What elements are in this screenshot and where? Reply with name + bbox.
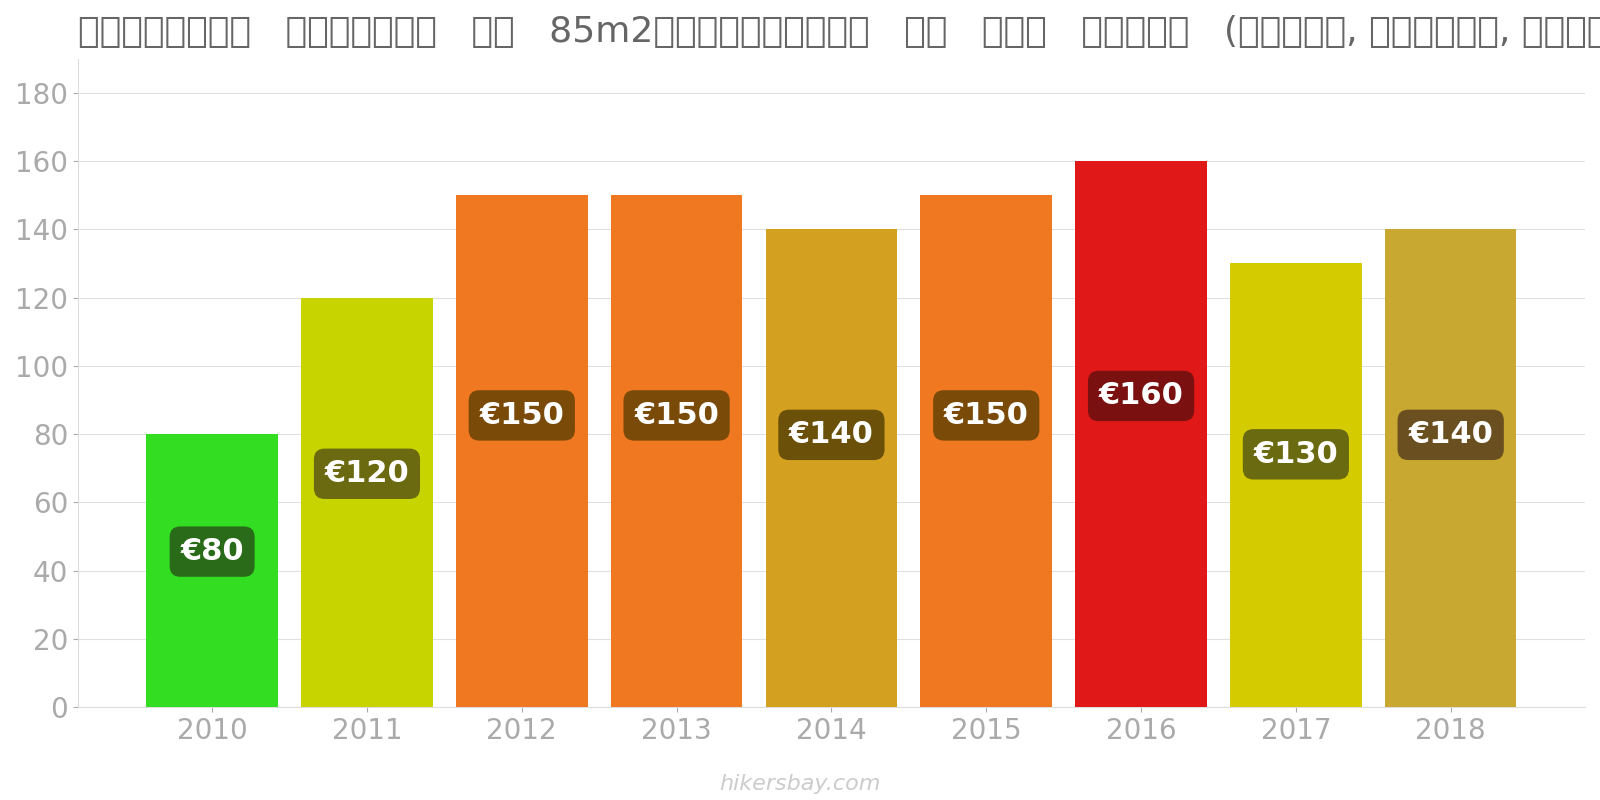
Text: €80: €80 (181, 537, 243, 566)
Text: आयरलैण्ड   गणराज्य   एक   85m2अपार्टमेंट   के   लिए   शुल्क   (बिजली, हीटिंग, पा: आयरलैण्ड गणराज्य एक 85m2अपार्टमेंट के लि… (78, 15, 1600, 49)
Text: hikersbay.com: hikersbay.com (720, 774, 880, 794)
Text: €140: €140 (1408, 420, 1493, 450)
Text: €150: €150 (634, 401, 718, 430)
Text: €120: €120 (325, 459, 410, 488)
Text: €150: €150 (480, 401, 565, 430)
Bar (301, 298, 432, 707)
Bar (1075, 161, 1206, 707)
Text: €160: €160 (1099, 382, 1184, 410)
Bar (146, 434, 278, 707)
Text: €130: €130 (1253, 440, 1338, 469)
Bar (1386, 230, 1517, 707)
Text: €150: €150 (944, 401, 1029, 430)
Bar (920, 195, 1053, 707)
Bar (766, 230, 898, 707)
Text: €140: €140 (789, 420, 874, 450)
Bar (611, 195, 742, 707)
Bar (1230, 263, 1362, 707)
Bar (456, 195, 587, 707)
